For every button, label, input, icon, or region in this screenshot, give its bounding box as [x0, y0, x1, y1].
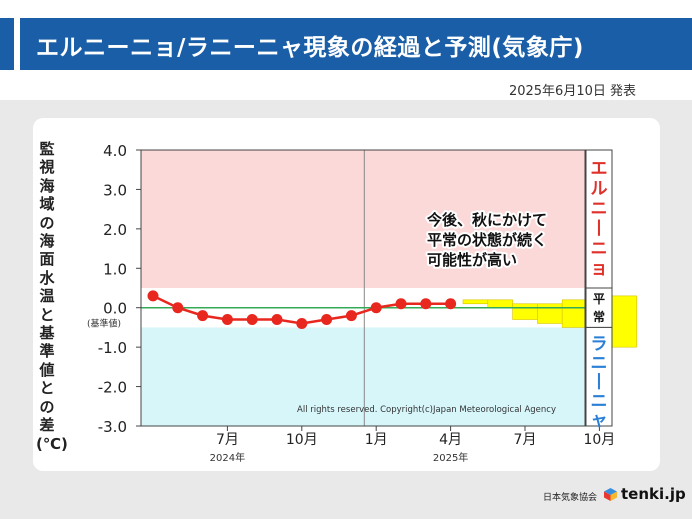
copyright-text: All rights reserved. Copyright(c)Japan M…	[297, 405, 556, 415]
title-stripe	[14, 18, 20, 70]
y-tick-label: 1.0	[103, 260, 127, 278]
observed-point	[271, 314, 283, 326]
annotation-halo: 平常の状態が続く	[427, 231, 547, 249]
x-tick-label: 7月	[216, 432, 239, 448]
y-tick-label: -2.0	[98, 379, 127, 397]
x-tick-label: 4月	[439, 432, 462, 448]
observed-point	[172, 302, 184, 314]
observed-point	[420, 298, 432, 310]
forecast-bar	[611, 295, 637, 348]
x-tick-label: 1月	[365, 432, 388, 448]
y-tick-label: 2.0	[103, 221, 127, 239]
annotation-text: 平常の状態が続く	[427, 231, 547, 249]
observed-point	[246, 314, 258, 326]
title-band: エルニーニョ/ラニーニャ現象の経過と予測(気象庁)	[0, 18, 692, 70]
la-nina-region	[141, 327, 585, 426]
x-tick-label: 7月	[514, 432, 537, 448]
el-nino-label: エルニ丨ニョ	[591, 159, 608, 279]
observed-point	[395, 298, 407, 310]
baseline-note: (基準値)	[87, 318, 121, 330]
publish-date: 2025年6月10日 発表	[508, 84, 636, 99]
el-nino-label-box	[585, 149, 613, 289]
page-title: エルニーニョ/ラニーニャ現象の経過と予測(気象庁)	[36, 35, 584, 61]
y-axis-label: 監視海域の海面水温と基準値との差(℃)	[36, 140, 68, 453]
observed-point	[147, 290, 159, 302]
footer-org: 日本気象協会	[543, 493, 598, 503]
annotation-halo: 可能性が高い	[427, 251, 517, 269]
normal-label-box	[585, 287, 613, 328]
annotation-text: 今後、秋にかけて	[426, 211, 547, 229]
y-tick-label: 4.0	[103, 142, 127, 160]
observed-point	[221, 314, 233, 326]
annotation-text: 可能性が高い	[427, 251, 517, 269]
x-tick-label: 10月	[583, 432, 615, 448]
y-tick-label: 0.0	[103, 300, 127, 318]
forecast-bar	[512, 303, 538, 320]
forecast-bar	[537, 303, 563, 324]
cube-icon	[604, 488, 617, 501]
y-tick-label: 3.0	[103, 181, 127, 199]
observed-point	[445, 298, 457, 310]
observed-point	[345, 310, 357, 322]
x-tick-label: 10月	[286, 432, 318, 448]
footer-logo: tenki.jp	[621, 485, 686, 503]
observed-point	[370, 302, 382, 314]
year-label: 2025年	[433, 451, 468, 464]
la-nina-label: ラニ丨ニャ	[591, 334, 608, 430]
la-nina-label-box	[585, 326, 613, 427]
plot-frame	[140, 149, 586, 427]
normal-label: 平常	[593, 292, 605, 324]
forecast-bar	[561, 299, 588, 328]
el-nino-region	[141, 150, 585, 288]
forecast-bar	[462, 299, 489, 305]
observed-point	[296, 317, 308, 329]
y-tick-label: -3.0	[98, 418, 127, 436]
annotation-halo: 今後、秋にかけて	[426, 211, 547, 229]
observed-point	[321, 314, 333, 326]
observed-point	[197, 310, 209, 322]
forecast-bar	[487, 299, 513, 309]
y-tick-label: -1.0	[98, 339, 127, 357]
year-label: 2024年	[210, 451, 245, 464]
